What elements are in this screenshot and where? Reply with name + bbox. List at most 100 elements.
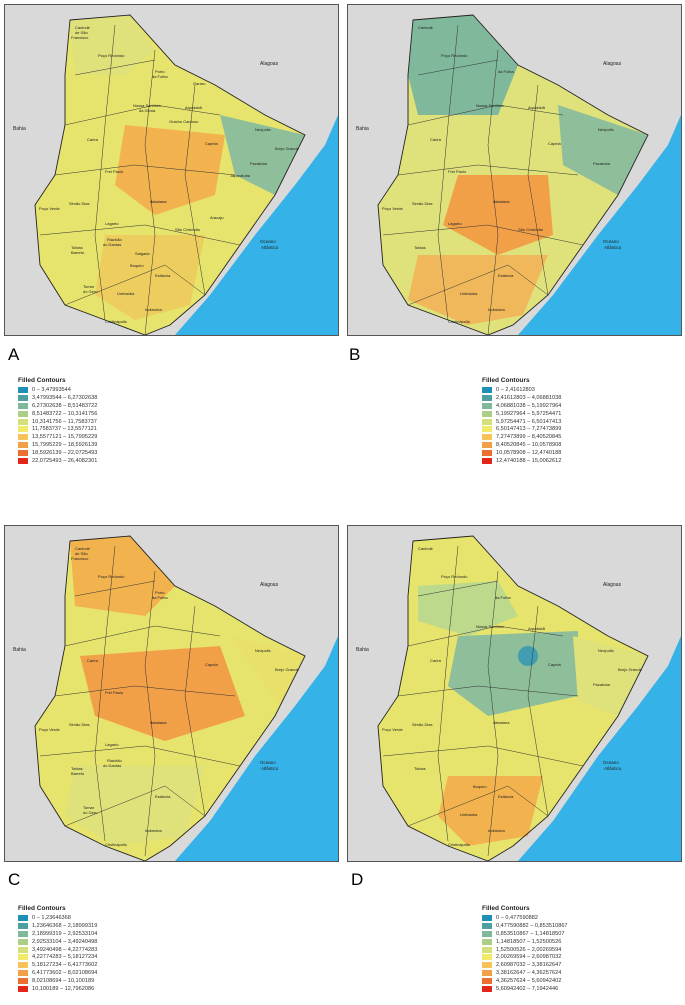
legend-label: 2,18999319 – 2,92533104 [32,930,98,937]
poco-redondo-label: Poço Redondo [98,53,125,58]
legend-label: 3,38162647 – 4,36257624 [496,970,562,977]
porto-label: Porto [155,590,165,595]
legend-label: 8,02108694 – 10,100189 [32,978,95,985]
legend-label: 10,100189 – 12,7962086 [32,985,95,992]
porto-label: da Folha [152,595,168,600]
estancia-label: Estância [155,794,171,799]
legend-item: 10,100189 – 12,7962086 [18,985,97,993]
legend-item: 8,02108694 – 10,100189 [18,977,97,985]
legend-item: 0 – 2,41612803 [482,386,561,394]
legend-swatch [482,938,492,945]
region-east [558,105,648,195]
carira-label: Carira [430,658,442,663]
oceano-label: Oceano [603,239,619,244]
region-center [443,175,553,255]
frei-paulo-label: Frei Paulo [105,690,124,695]
legend-swatch [18,954,28,961]
nsgloria-label: Nossa Senhora [476,103,504,108]
legend-item: 8,51483722 – 10,3141756 [18,410,97,418]
atlantico-label: Atlântico [261,766,279,771]
legend-c: Filled Contours 0 – 1,23646368 1,23646368… [18,905,97,993]
porto-label: da Folha [498,69,514,74]
legend-swatch [482,930,492,937]
legend-item: 5,18127234 – 6,41773602 [18,961,97,969]
tobias-label: Tobias [71,245,83,250]
tomar-label: Tomar [83,805,95,810]
legend-item: 3,49240498 – 4,22774283 [18,946,97,954]
atlantico-label: Atlântico [604,245,622,250]
estancia-label: Estância [498,273,514,278]
tobias-label: Tobias [414,766,426,771]
legend-item: 15,7995229 – 18,5926139 [18,441,97,449]
municipal-borders [382,24,584,335]
legend-item: 4,36257624 – 5,60942402 [482,977,568,985]
sao-cristovao-label: São Cristóvão [175,227,201,232]
legend-label: 7,27473899 – 8,40520845 [496,434,562,441]
capela-label: Capela [205,141,218,146]
region-south [95,235,205,320]
ocean [175,115,338,335]
salgado-label: Salgado [135,251,150,256]
neopolis-label: Neópolis [598,648,614,653]
caninde-label: Francisco [71,556,89,561]
hotspot [518,646,538,666]
map-canvas-d: Bahia Alagoas Oceano Atlântico Canindé P… [356,535,681,861]
legend-label: 2,60987032 – 3,38162647 [496,962,562,969]
legend-item: 0,477590882 – 0,853510867 [482,922,568,930]
frei-paulo-label: Frei Paulo [448,169,467,174]
legend-items: 0 – 3,47993544 3,47993544 – 6,27302638 6,2… [18,386,97,465]
poco-redondo-label: Poço Redondo [441,574,468,579]
legend-title: Filled Contours [18,377,66,384]
legend-d: Filled Contours 0 – 0,477590882 0,4775908… [482,905,568,993]
ocean [518,115,681,335]
legend-swatch [482,418,492,425]
legend-swatch [18,434,28,441]
frei-paulo-label: Frei Paulo [105,169,124,174]
tobias-label: Barreto [71,250,85,255]
estancia-label: Estância [498,794,514,799]
legend-swatch [18,970,28,977]
neopolis-label: Neópolis [255,127,271,132]
legend-item: 12,4740188 – 15,0062612 [482,457,561,465]
map-panel-b: Bahia Alagoas Oceano Atlântico Canindé P… [347,4,682,336]
region-south [438,776,543,846]
legend-swatch [482,434,492,441]
riachao-label: Riachão [107,758,122,763]
tomar-label: do Geru [83,810,97,815]
panel-letter-d: D [351,870,364,889]
legend-label: 1,52500526 – 2,00269594 [496,946,562,953]
legend-swatch [18,450,28,457]
oceano-label: Oceano [260,239,276,244]
capela-label: Capela [205,662,218,667]
legend-swatch [482,450,492,457]
map-canvas-c: Bahia Alagoas Oceano Atlântico Canindé d… [13,535,338,861]
legend-label: 4,36257624 – 5,60942402 [496,978,562,985]
map-panel-a: Bahia Alagoas Oceano Atlântico Canindé d… [4,4,339,336]
indiaroba-label: Indiaroba [145,828,162,833]
pacatuba-label: Pacatuba [593,161,611,166]
riachao-label: do Dantas [103,763,121,768]
legend-label: 4,06881038 – 5,19927964 [496,402,562,409]
lagarto-label: Lagarto [448,221,462,226]
legend-item: 18,5926139 – 22,0725493 [18,449,97,457]
poco-redondo-label: Poço Redondo [98,574,125,579]
legend-item: 1,23646368 – 2,18999319 [18,922,97,930]
legend-swatch [482,457,492,464]
nsgloria-label: Nossa Senhora [133,103,161,108]
poco-verde-label: Poço Verde [382,727,403,732]
ocean [518,636,681,861]
legend-swatch [482,954,492,961]
estancia-label: Estância [155,273,171,278]
indiaroba-label: Indiaroba [145,307,162,312]
legend-items: 0 – 2,41612803 2,41612803 – 4,06881038 4,0… [482,386,561,465]
gararu-label: Gararu [193,81,205,86]
bahia-label: Bahia [13,126,26,132]
legend-swatch [18,442,28,449]
legend-label: 10,3141756 – 11,7583737 [32,418,97,425]
carira-label: Carira [87,658,99,663]
legend-a: Filled Contours 0 – 3,47993544 3,47993544… [18,377,97,465]
caninde-label: Canindé [75,546,91,551]
legend-item: 1,14818507 – 1,52500526 [482,938,568,946]
legend-label: 3,49240498 – 4,22774283 [32,946,98,953]
tobias-label: Tobias [71,766,83,771]
